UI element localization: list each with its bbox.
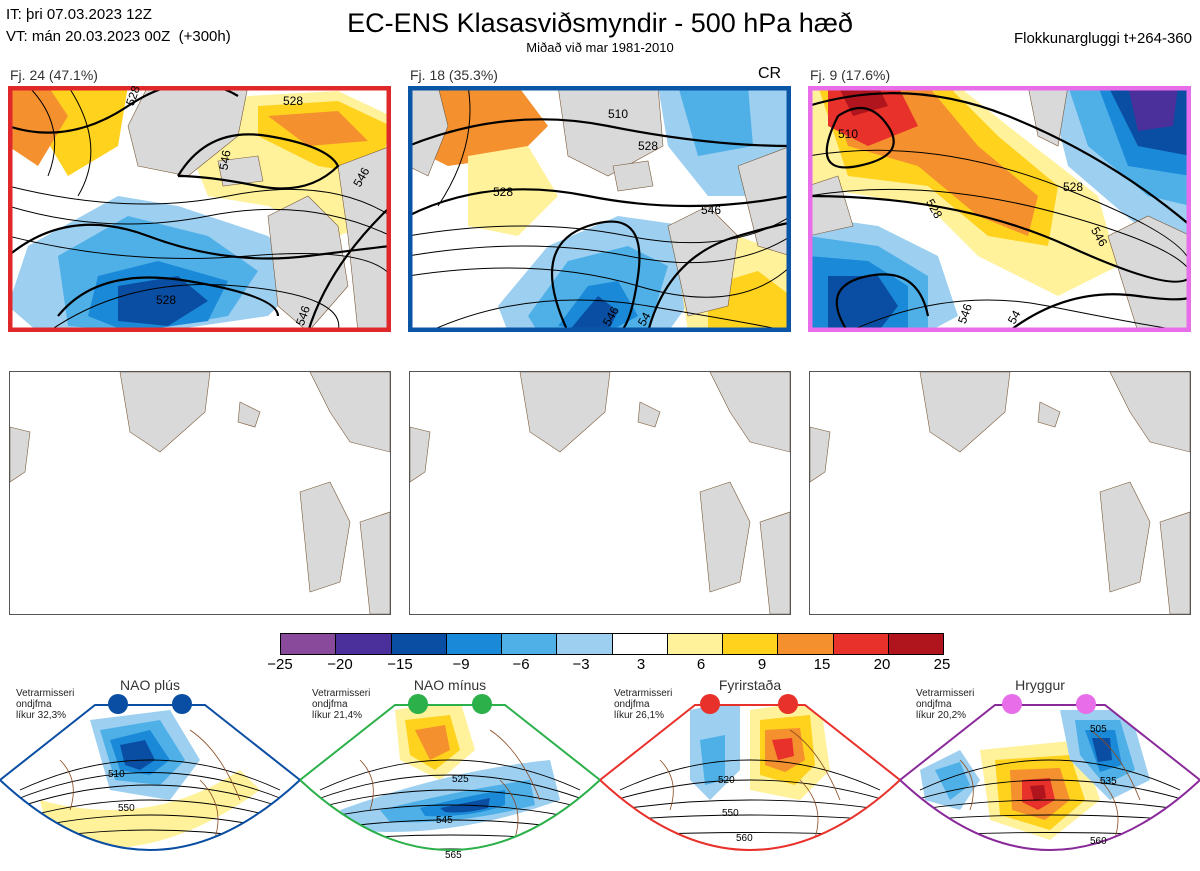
cluster-3-contour-label: 54 (1005, 308, 1024, 327)
cluster-1-contour-label: 546 (293, 304, 313, 328)
cluster-2-secondary-map (409, 371, 791, 615)
regime-1-frame (0, 704, 300, 851)
regime-1-marker (108, 694, 128, 714)
regime-3-contour-label: 560 (736, 833, 753, 844)
regime-3-contour-label: 550 (722, 808, 739, 819)
page-subtitle: Miðað við mar 1981-2010 (526, 40, 674, 55)
colorbar-tick: −20 (327, 656, 353, 673)
cluster-1-label: Fj. 24 (47.1%) (10, 67, 98, 83)
colorbar-bin (336, 634, 392, 654)
regime-2-contour-label: 525 (452, 774, 469, 785)
colorbar-bin (612, 634, 668, 654)
init-time: IT: þri 07.03.2023 12Z (6, 6, 152, 23)
regime-1-note: Vetrarmisseri ondjfma líkur 32,3% (16, 688, 75, 721)
cluster-1-secondary-map (9, 371, 391, 615)
regime-2-contour-label: 545 (436, 815, 453, 826)
regime-2-map: 525 545 565 (300, 694, 600, 861)
cluster-2-map: 510 528 528 546 546 54 (408, 86, 791, 332)
cluster-3-contour-label: 528 (1063, 180, 1083, 194)
regime-4-title: Hryggur (1015, 677, 1065, 693)
regime-4-map: 505 535 560 (900, 694, 1200, 851)
regime-1-contour-label: 550 (118, 803, 135, 814)
regime-2-contour-label: 565 (445, 850, 462, 861)
cluster-3-map: 510 528 528 546 546 54 (808, 86, 1191, 332)
cluster-3-contour-label: 546 (955, 302, 975, 326)
regime-1-contour-label: 510 (108, 769, 125, 780)
cluster-2-contour-label: 528 (493, 185, 513, 199)
regime-4-marker (1076, 694, 1096, 714)
page-title: EC-ENS Klasasviðsmyndir - 500 hPa hæð (347, 8, 853, 38)
regime-4-contour-label: 505 (1090, 724, 1107, 735)
colorbar-tick: 9 (757, 656, 767, 673)
regime-4-contour-label: 560 (1090, 836, 1107, 847)
colorbar-bin (667, 634, 723, 654)
regime-1-map: 510 550 (0, 694, 300, 851)
colorbar-bin (778, 634, 834, 654)
colorbar-bin (887, 634, 943, 654)
cluster-2-tag: CR (758, 65, 782, 82)
regime-2-frame (300, 704, 600, 851)
colorbar-bin (557, 634, 613, 654)
regime-3-frame (600, 704, 900, 851)
forecast-times: IT: þri 07.03.2023 12Z VT: mán 20.03.2023… (6, 4, 231, 48)
cluster-2-contour-label: 546 (701, 203, 721, 217)
colorbar-tick: 6 (696, 656, 706, 673)
cluster-1-contour-label: 546 (216, 149, 233, 171)
colorbar-tick: 3 (636, 656, 646, 673)
cluster-2-contour-label: 510 (608, 107, 628, 121)
colorbar-bin (723, 634, 779, 654)
cluster-2-frame (408, 86, 791, 332)
regime-3-title: Fyrirstaða (718, 677, 782, 693)
cluster-3-contour-label: 510 (838, 127, 858, 141)
regime-3-contour-label: 520 (718, 775, 735, 786)
cluster-3-label: Fj. 9 (17.6%) (810, 67, 891, 83)
cluster-3-frame (808, 86, 1191, 332)
regime-4-contour-label: 535 (1100, 776, 1117, 787)
regime-3-note: Vetrarmisseri ondjfma líkur 26,1% (614, 688, 673, 721)
cluster-3-secondary-map (809, 371, 1191, 615)
colorbar-bin (391, 634, 447, 654)
regime-3-map: 520 550 560 (600, 694, 900, 851)
cluster-1-contour-label: 528 (283, 94, 303, 108)
cluster-1-contour-label: 528 (156, 293, 176, 307)
regime-4-note: Vetrarmisseri ondjfma líkur 20,2% (916, 688, 975, 721)
colorbar-tick: 25 (933, 656, 951, 673)
colorbar (280, 633, 944, 655)
cluster-2-contour-label: 54 (635, 310, 654, 329)
regime-3-marker (700, 694, 720, 714)
cluster-1-contour-label: 528 (123, 86, 143, 107)
regime-2-marker (472, 694, 492, 714)
colorbar-tick: −9 (452, 656, 470, 673)
classification-window: Flokkunargluggi t+264-360 (1013, 30, 1192, 47)
regime-4-marker (1002, 694, 1022, 714)
regime-2-note: Vetrarmisseri ondjfma líkur 21,4% (312, 688, 371, 721)
cluster-1-map: 528 546 528 546 528 546 (8, 86, 391, 332)
cluster-1-frame (8, 86, 391, 332)
regime-4-frame (900, 704, 1200, 851)
cluster-2-contour-label: 528 (638, 139, 658, 153)
colorbar-tick: −15 (387, 656, 413, 673)
colorbar-bin (281, 634, 337, 654)
regime-3-marker (778, 694, 798, 714)
regime-2-marker (408, 694, 428, 714)
regime-2-title: NAO mínus (413, 677, 487, 693)
colorbar-bin (833, 634, 888, 654)
colorbar-tick: −6 (512, 656, 530, 673)
regime-1-marker (172, 694, 192, 714)
colorbar-bin (446, 634, 502, 654)
cluster-2-label: Fj. 18 (35.3%) (410, 67, 498, 83)
colorbar-bin (502, 634, 558, 654)
regime-1-title: NAO plús (120, 677, 180, 693)
colorbar-tick: 15 (813, 656, 831, 673)
colorbar-tick: −3 (572, 656, 590, 673)
colorbar-tick: −25 (267, 656, 293, 673)
colorbar-tick: 20 (873, 656, 891, 673)
valid-time: VT: mán 20.03.2023 00Z (+300h) (6, 28, 231, 45)
